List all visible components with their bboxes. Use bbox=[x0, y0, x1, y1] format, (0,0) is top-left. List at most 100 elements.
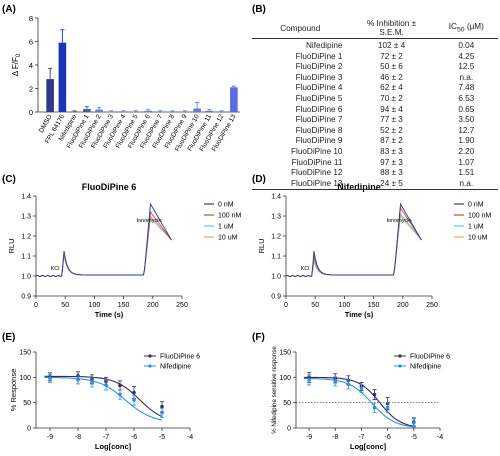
x-tick-label: -7 bbox=[358, 434, 364, 441]
data-point bbox=[90, 380, 94, 385]
panel-label-e: (E) bbox=[2, 332, 15, 343]
cell-ic50: 0.65 bbox=[458, 104, 475, 114]
bar bbox=[107, 111, 116, 113]
legend-label: 100 nM bbox=[218, 213, 242, 220]
bar bbox=[156, 111, 165, 113]
annotation: KCl bbox=[51, 266, 60, 272]
legend-marker bbox=[398, 364, 402, 368]
y-tick-label: 1.1 bbox=[21, 254, 31, 261]
legend-label: FluoDiPine 6 bbox=[410, 354, 450, 361]
x-tick-label: -8 bbox=[75, 434, 81, 441]
x-axis-label: Time (s) bbox=[345, 310, 374, 319]
table-row: FluoDiPine 2 50 ± 6 12.5 bbox=[252, 62, 498, 73]
y-axis-label-main: Δ F/F bbox=[11, 57, 20, 76]
x-tick-label: 50 bbox=[61, 302, 69, 309]
x-tick-label: -5 bbox=[411, 434, 417, 441]
cell-ic50: 0.04 bbox=[458, 41, 475, 50]
y-tick-label: 50 bbox=[283, 400, 291, 407]
cell-inhibition: 52 ± 2 bbox=[380, 125, 403, 135]
y-tick-label: 100 bbox=[19, 375, 31, 382]
data-point bbox=[412, 421, 416, 425]
cell-inhibition: 50 ± 6 bbox=[380, 62, 403, 72]
table-row: FluoDiPine 3 46 ± 2 n.a. bbox=[252, 73, 498, 84]
table-body: Nifedipine 102 ± 4 0.04 FluoDiPine 1 72 ± 2 4… bbox=[252, 39, 498, 191]
annotation: Ionomycin bbox=[386, 218, 411, 224]
inhibition-table: Compound % Inhibition ± S.E.M. IC50 (μM) … bbox=[252, 18, 498, 191]
chart-f-dose-response: 0 50 100 150 -9 -8 -7 -6 -5 -4 Log[conc] % Nifedipi… bbox=[271, 346, 450, 451]
cell-compound: FluoDiPine 9 bbox=[295, 136, 343, 146]
bar bbox=[95, 109, 103, 112]
cell-inhibition: 24 ± 5 bbox=[348, 178, 435, 191]
cell-compound: Nifedipine bbox=[306, 41, 343, 50]
y-tick-label: 150 bbox=[19, 350, 31, 357]
legend-label: 100 nM bbox=[468, 213, 492, 220]
x-axis-label: Log[conc] bbox=[95, 442, 132, 451]
data-point bbox=[132, 390, 136, 395]
bar bbox=[168, 111, 177, 113]
y-tick-label: 1.0 bbox=[271, 274, 281, 281]
y-tick-label: 4 bbox=[29, 61, 33, 70]
x-tick-label: -5 bbox=[159, 434, 165, 441]
cell-inhibition: 62 ± 4 bbox=[380, 83, 403, 93]
table-row: FluoDiPine 4 62 ± 4 7.48 bbox=[252, 83, 498, 94]
x-tick-label: 150 bbox=[118, 302, 130, 309]
data-point bbox=[118, 383, 122, 388]
y-axis-label: % Response bbox=[9, 369, 18, 412]
legend-label: FluoDiPine 6 bbox=[160, 354, 200, 361]
data-point bbox=[118, 392, 122, 397]
y-tick-label: 1.4 bbox=[21, 194, 31, 201]
bar bbox=[205, 110, 214, 112]
cell-inhibition: 102 ± 4 bbox=[377, 41, 406, 50]
legend-marker bbox=[398, 354, 402, 358]
x-tick-label: -9 bbox=[306, 434, 312, 441]
table-row: FluoDiPine 6 94 ± 4 0.65 bbox=[252, 105, 498, 116]
panel-label-c: (C) bbox=[2, 174, 16, 185]
panel-label-f: (F) bbox=[252, 332, 265, 343]
y-tick-label: 0 bbox=[29, 108, 33, 117]
bar bbox=[132, 111, 140, 113]
y-tick-label: 1.2 bbox=[21, 234, 31, 241]
table-header-inhibition: % Inhibition ± S.E.M. bbox=[348, 18, 435, 39]
x-tick-label: 100 bbox=[339, 302, 351, 309]
data-point bbox=[385, 405, 390, 410]
x-tick-label: 200 bbox=[147, 302, 159, 309]
cell-compound: FluoDiPine 6 bbox=[295, 104, 343, 114]
cell-compound: FluoDiPine 12 bbox=[291, 168, 343, 178]
cell-ic50: 12.5 bbox=[458, 62, 475, 72]
table-header-compound: Compound bbox=[252, 18, 349, 39]
legend-marker bbox=[148, 364, 152, 368]
cell-ic50: 2.20 bbox=[458, 146, 475, 156]
data-point bbox=[359, 386, 364, 391]
data-point bbox=[104, 383, 108, 387]
cell-inhibition: 88 ± 3 bbox=[380, 168, 403, 178]
cell-compound: FluoDiPine 11 bbox=[291, 157, 343, 167]
cell-ic50: 4.25 bbox=[458, 51, 475, 61]
table-row: FluoDiPine 13 24 ± 5 n.a. bbox=[252, 178, 498, 191]
data-point bbox=[48, 376, 52, 381]
cell-ic50: n.a. bbox=[459, 72, 474, 82]
x-axis-label: Log[conc] bbox=[350, 442, 387, 451]
bar bbox=[217, 111, 226, 113]
cell-compound: FluoDiPine 5 bbox=[295, 93, 343, 103]
fit-curve bbox=[44, 376, 163, 421]
x-tick-label: -4 bbox=[437, 434, 443, 441]
cell-ic50: 1.07 bbox=[458, 157, 475, 167]
y-tick-label: 1.3 bbox=[271, 214, 281, 221]
chart-e-dose-response: 0 50 100 150 -9 -8 -7 -6 -5 -4 Log[conc] % Response… bbox=[9, 350, 200, 452]
y-tick-label: 150 bbox=[279, 350, 291, 357]
y-tick-label: 2 bbox=[29, 85, 33, 94]
y-axis-label: RLU bbox=[257, 238, 266, 253]
x-tick-label: 100 bbox=[89, 302, 101, 309]
cell-inhibition: 46 ± 2 bbox=[380, 72, 403, 82]
legend-label: 1 uM bbox=[218, 224, 234, 231]
bar bbox=[181, 111, 189, 113]
table-row: FluoDiPine 7 77 ± 3 3.50 bbox=[252, 115, 498, 126]
chart-title: FluoDiPine 6 bbox=[82, 182, 137, 192]
y-tick-label: 0.9 bbox=[271, 294, 281, 301]
data-point bbox=[160, 404, 164, 409]
y-tick-label: 0 bbox=[287, 426, 291, 433]
legend-label: 0 nM bbox=[218, 202, 234, 209]
y-axis-label: RLU bbox=[7, 238, 16, 253]
fit-curve bbox=[303, 377, 414, 428]
